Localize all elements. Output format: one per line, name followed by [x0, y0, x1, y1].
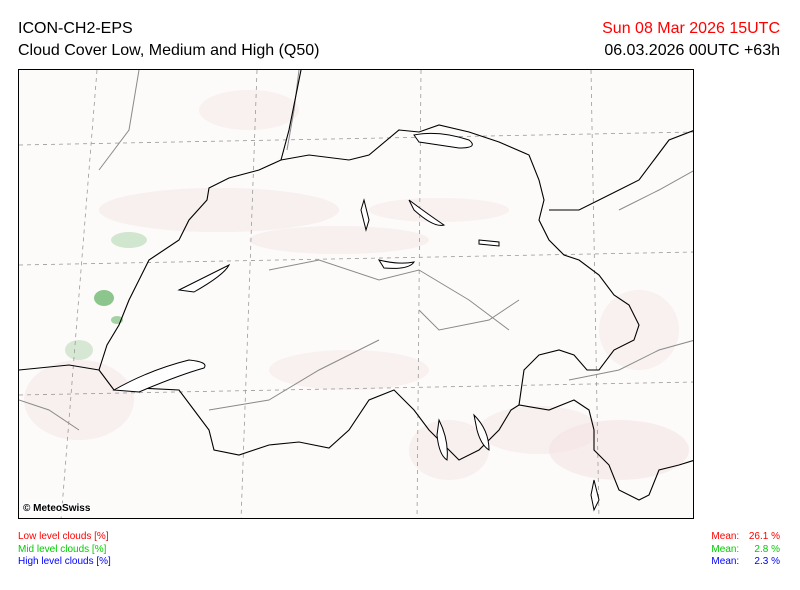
lat-lon-grid — [19, 70, 693, 518]
time-block: Sun 08 Mar 2026 15UTC 06.03.2026 00UTC +… — [602, 18, 780, 62]
mean-low-row: Mean: 26.1 % — [711, 531, 780, 544]
legend-low-label: Low level clouds [%] — [18, 531, 109, 542]
mean-mid-value: 2.8 % — [754, 543, 780, 555]
country-borders — [19, 70, 693, 501]
legend-mid-label: Mid level clouds [%] — [18, 543, 107, 555]
lakes — [112, 132, 600, 512]
title-block: ICON-CH2-EPS Cloud Cover Low, Medium and… — [18, 18, 319, 62]
legend-means: Mean: 26.1 % Mean: 2.8 % Mean: 2.3 % — [711, 531, 780, 569]
mid-cloud-shading — [65, 232, 147, 360]
mean-high-row: Mean: 2.3 % — [711, 556, 780, 569]
run-info: 06.03.2026 00UTC +63h — [604, 42, 780, 59]
mean-low-label: Mean: — [711, 531, 740, 542]
mean-high-value: 2.3 % — [754, 556, 780, 567]
mean-low-value: 26.1 % — [748, 531, 780, 542]
valid-time: Sun 08 Mar 2026 15UTC — [602, 20, 780, 37]
model-name: ICON-CH2-EPS — [18, 20, 133, 37]
product-name: Cloud Cover Low, Medium and High (Q50) — [18, 42, 320, 59]
legend-labels: Low level clouds [%] Mid level clouds [%… — [18, 531, 111, 569]
map-panel: © MeteoSwiss — [18, 69, 694, 519]
regional-borders — [19, 70, 693, 431]
mean-high-label: Mean: — [711, 556, 740, 567]
copyright-label: © MeteoSwiss — [23, 503, 91, 514]
mean-mid-label: Mean: — [711, 543, 740, 555]
legend-high-label: High level clouds [%] — [18, 556, 111, 567]
mean-mid-row: Mean: 2.8 % — [711, 544, 780, 557]
low-cloud-shading — [24, 90, 689, 480]
map-canvas — [19, 70, 693, 518]
